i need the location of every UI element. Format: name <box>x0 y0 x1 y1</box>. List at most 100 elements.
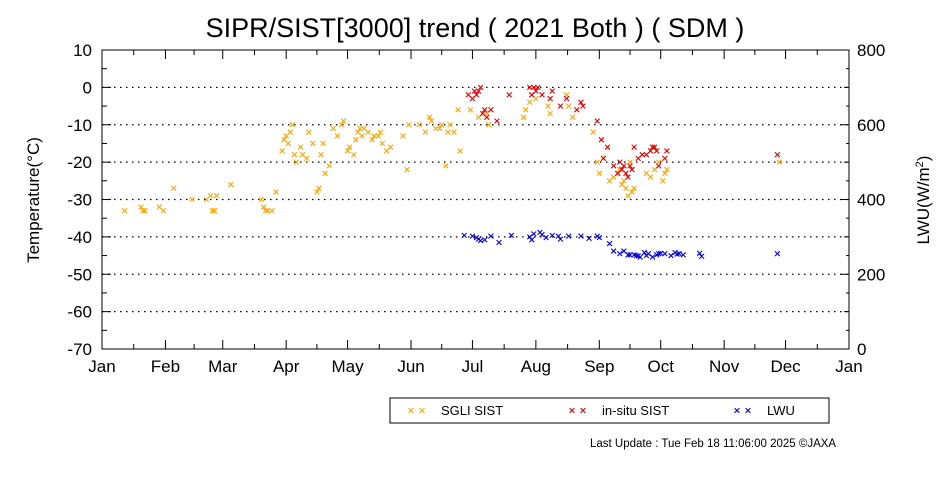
lwu-point <box>596 234 603 241</box>
in-situ-sist-point <box>662 155 668 162</box>
lwu-point <box>488 233 494 239</box>
sgli-sist-point <box>338 121 345 128</box>
sgli-sist-point <box>400 133 406 139</box>
in-situ-sist-point <box>563 95 570 102</box>
lwu-point <box>698 253 705 260</box>
sgli-sist-point <box>357 125 363 132</box>
in-situ-sist-point <box>629 166 635 173</box>
sgli-sist-point <box>287 129 294 136</box>
sgli-sist-point <box>590 129 596 136</box>
sgli-sist-point <box>623 185 629 192</box>
sgli-sist-point <box>406 121 412 128</box>
sgli-sist-point <box>350 151 357 158</box>
sgli-sist-point <box>776 159 783 165</box>
sgli-sist-point <box>318 151 324 158</box>
left-axis: 10 0 -10 -20 -30 -40 -50 -60 -70 <box>67 41 111 359</box>
data-points <box>121 84 783 260</box>
legend-marker-sgli-sist <box>408 407 414 414</box>
chart-title: SIPR/SIST[3000] trend ( 2021 Both ) ( SD… <box>206 13 745 43</box>
in-situ-sist-point <box>639 151 646 158</box>
lwu-point <box>680 252 687 258</box>
in-situ-sist-point <box>627 163 633 169</box>
lwu-point <box>774 250 781 257</box>
lwu-point <box>578 233 584 239</box>
sgli-sist-point <box>346 144 353 150</box>
x-tick-label: Jan <box>835 357 862 376</box>
lwu-point <box>526 234 533 240</box>
legend-marker-lwu <box>745 407 751 414</box>
sgli-sist-point <box>379 140 386 147</box>
in-situ-sist-point <box>774 151 781 158</box>
in-situ-sist-point <box>664 148 670 154</box>
sgli-sist-point <box>207 192 214 199</box>
lwu-point <box>528 237 535 243</box>
lwu-point <box>616 250 623 257</box>
sgli-sist-point <box>264 207 271 214</box>
sgli-sist-point <box>443 163 449 169</box>
sgli-sist-point <box>371 133 377 139</box>
sgli-sist-point <box>262 207 269 214</box>
lwu-point <box>586 235 592 242</box>
lwu-point <box>662 250 668 257</box>
sgli-sist-point <box>359 133 365 139</box>
in-situ-sist-point <box>621 163 627 169</box>
x-tick-label: Nov <box>709 357 740 376</box>
lwu-point <box>461 232 468 239</box>
lwu-point <box>557 236 564 242</box>
in-situ-sist-point <box>483 114 490 121</box>
lwu-point <box>543 234 549 241</box>
y-tick-label: -50 <box>67 265 92 284</box>
lwu-point <box>481 237 488 243</box>
in-situ-sist-point <box>655 163 662 169</box>
y2-tick-label: 200 <box>857 265 885 284</box>
lwu-point <box>477 237 484 244</box>
sgli-sist-point <box>545 103 551 109</box>
y2-axis-label: LWU(W/m2) <box>914 156 933 245</box>
y-tick-label: 10 <box>73 41 92 60</box>
sgli-sist-point <box>526 99 533 106</box>
lwu-point <box>531 231 537 237</box>
x-tick-label: Feb <box>151 357 180 376</box>
lwu-point <box>627 252 633 258</box>
x-tick-label: Jan <box>88 357 115 376</box>
lwu-point <box>696 250 703 257</box>
sgli-sist-point <box>365 129 371 136</box>
in-situ-sist-point <box>610 163 617 169</box>
x-tick-label: May <box>332 357 365 376</box>
y2-tick-label: 800 <box>857 41 885 60</box>
sgli-sist-point <box>142 207 148 214</box>
sgli-sist-point <box>416 121 423 128</box>
lwu-point <box>625 252 631 258</box>
sgli-sist-point <box>228 181 234 188</box>
y-tick-label: -70 <box>67 340 92 359</box>
lwu-point <box>469 233 476 239</box>
legend-box <box>389 397 830 424</box>
sgli-sist-point <box>334 133 341 139</box>
sgli-sist-point <box>547 110 553 117</box>
sgli-sist-point <box>594 159 601 165</box>
in-situ-sist-point <box>594 118 601 124</box>
sgli-sist-point <box>432 125 439 132</box>
sgli-sist-point <box>322 170 328 177</box>
y-tick-label: -30 <box>67 191 92 210</box>
sgli-sist-point <box>520 114 527 121</box>
legend-marker-lwu <box>734 407 740 414</box>
sgli-sist-point <box>565 103 572 109</box>
in-situ-sist-point <box>473 92 480 98</box>
sgli-sist-point <box>447 121 453 128</box>
lwu-point <box>655 250 662 257</box>
x-tick-label: Apr <box>273 357 300 376</box>
in-situ-sist-point <box>535 84 541 91</box>
lwu-point <box>549 232 556 239</box>
in-situ-sist-point <box>494 118 500 124</box>
in-situ-sist-point <box>481 107 488 113</box>
in-situ-sist-point <box>623 170 629 177</box>
in-situ-sist-point <box>488 107 494 113</box>
sgli-sist-point <box>314 189 320 195</box>
lwu-point <box>637 254 644 260</box>
sgli-sist-point <box>375 133 382 139</box>
lwu-point <box>633 252 639 259</box>
in-situ-sist-point <box>557 103 564 109</box>
x-axis: Jan Feb Mar Apr May Jun Jul Aug Sep Oct Nov Dec Jan <box>88 50 863 376</box>
in-situ-sist-point <box>531 84 537 91</box>
